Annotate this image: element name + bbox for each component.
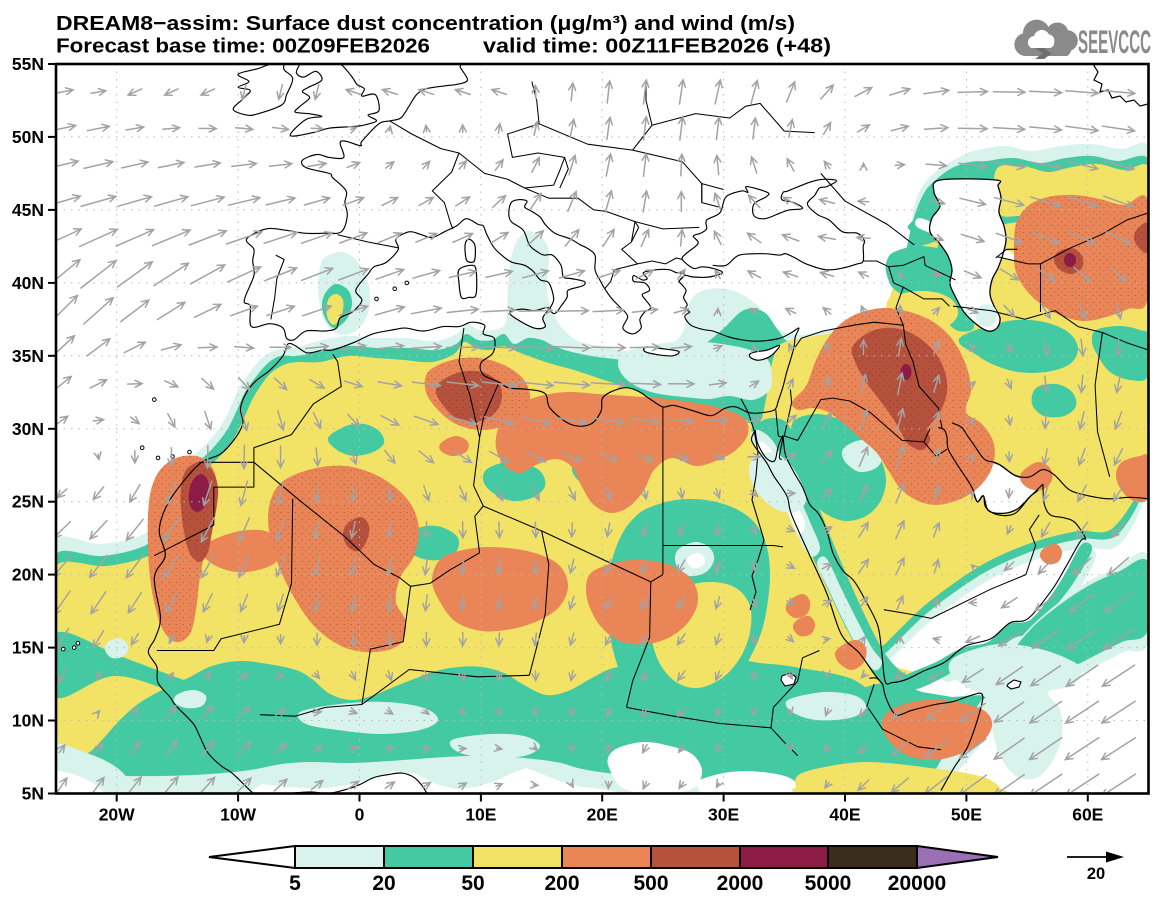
svg-text:50N: 50N	[12, 127, 44, 147]
svg-text:60E: 60E	[1072, 805, 1103, 825]
svg-text:200: 200	[544, 872, 579, 895]
svg-text:50: 50	[461, 872, 484, 895]
svg-text:20: 20	[1087, 865, 1105, 883]
svg-text:10W: 10W	[220, 805, 256, 825]
svg-text:20: 20	[372, 872, 395, 895]
svg-text:SEEVCCC: SEEVCCC	[1078, 24, 1151, 60]
svg-text:10N: 10N	[12, 711, 44, 731]
svg-text:valid time: 00Z11FEB2026 (+48): valid time: 00Z11FEB2026 (+48)	[483, 35, 831, 58]
svg-text:50E: 50E	[951, 805, 982, 825]
svg-text:35N: 35N	[12, 346, 44, 366]
svg-text:DREAM8−assim: Surface dust con: DREAM8−assim: Surface dust concentration…	[56, 12, 795, 35]
svg-text:30E: 30E	[708, 805, 739, 825]
svg-text:20N: 20N	[12, 565, 44, 585]
svg-text:Forecast base time: 00Z09FEB20: Forecast base time: 00Z09FEB2026	[56, 35, 430, 58]
svg-text:0: 0	[355, 805, 365, 825]
svg-text:2000: 2000	[717, 872, 764, 895]
svg-text:500: 500	[633, 872, 668, 895]
svg-text:15N: 15N	[12, 638, 44, 658]
svg-text:30N: 30N	[12, 419, 44, 439]
svg-text:5N: 5N	[22, 784, 44, 804]
svg-text:20000: 20000	[888, 872, 946, 895]
svg-text:20E: 20E	[587, 805, 618, 825]
svg-text:5000: 5000	[805, 872, 852, 895]
svg-text:5: 5	[289, 872, 301, 895]
svg-text:40N: 40N	[12, 273, 44, 293]
svg-text:20W: 20W	[99, 805, 135, 825]
svg-text:10E: 10E	[465, 805, 496, 825]
svg-text:45N: 45N	[12, 200, 44, 220]
svg-text:40E: 40E	[829, 805, 860, 825]
svg-text:55N: 55N	[12, 54, 44, 74]
svg-text:25N: 25N	[12, 492, 44, 512]
